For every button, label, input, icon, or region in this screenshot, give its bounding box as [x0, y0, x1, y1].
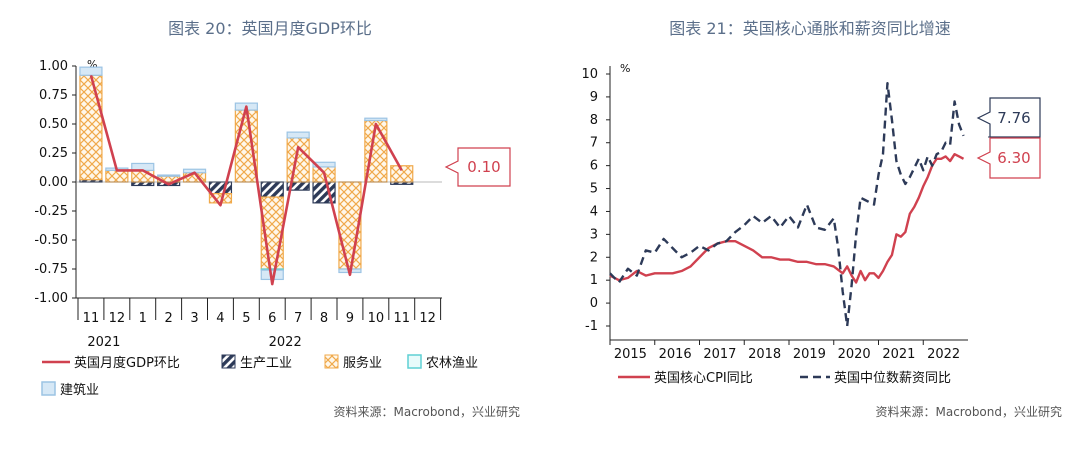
right-y-tick-label: 4: [590, 204, 598, 219]
right-y-tick-label: 0: [590, 296, 598, 311]
bar-services: [131, 169, 155, 183]
left-y-tick-label: -0.50: [34, 233, 68, 248]
bar-services: [234, 109, 258, 183]
right-x-tick-label: 2018: [748, 347, 781, 362]
left-year-label: 2022: [269, 335, 302, 350]
legend-construction-label: 建筑业: [60, 382, 99, 398]
left-chart-ticks: 1.00 0.75 0.50 0.25 0.00 -0.25 -0.50 -0.75 -1.00…: [34, 59, 442, 350]
right-y-tick-label: 8: [590, 113, 598, 128]
left-x-tick-label: 11: [83, 311, 100, 326]
left-y-tick-label: -0.75: [34, 262, 68, 277]
bar-production: [208, 181, 233, 195]
left-y-tick-label: 0.00: [39, 175, 68, 190]
legend-services-label: 服务业: [343, 355, 382, 371]
legend-production-label: 生产工业: [240, 356, 292, 371]
left-callout: 0.10: [444, 147, 511, 187]
right-chart-lines: [609, 81, 965, 328]
right-y-tick-label: 6: [590, 159, 598, 174]
left-x-tick-label: 6: [268, 311, 276, 326]
right-unit-label: %: [620, 62, 630, 75]
right-y-tick-label: 1: [590, 273, 598, 288]
left-chart-bars: [76, 66, 442, 281]
bar-services: [105, 169, 129, 183]
left-x-tick-label: 11: [393, 311, 410, 326]
left-y-tick-label: 1.00: [39, 59, 68, 74]
left-x-tick-label: 5: [242, 311, 250, 326]
right-y-tick-label: 3: [590, 227, 598, 242]
left-y-tick-label: -0.25: [34, 204, 68, 219]
gdp-line: [89, 74, 403, 286]
left-x-tick-label: 4: [216, 311, 224, 326]
right-y-tick-label: -1: [585, 319, 598, 334]
bar-construction: [286, 131, 310, 139]
left-x-tick-label: 3: [190, 311, 198, 326]
left-x-tick-label: 1: [139, 311, 147, 326]
legend-agriculture-label: 农林渔业: [426, 356, 478, 371]
bar-construction: [79, 66, 103, 76]
left-unit-label: %: [87, 58, 97, 71]
left-x-tick-label: 12: [109, 311, 126, 326]
right-y-tick-label: 7: [590, 136, 598, 151]
line-cpi: [609, 152, 965, 284]
bar-construction: [157, 174, 181, 177]
legend-cpi-label: 英国核心CPI同比: [654, 371, 753, 386]
right-callout-wage-value: 7.76: [997, 109, 1030, 127]
left-x-tick-label: 2: [165, 311, 173, 326]
chart-right-title: 图表 21：英国核心通胀和薪资同比增速: [669, 19, 950, 38]
right-x-tick-label: 2015: [614, 347, 647, 362]
bar-construction: [364, 117, 388, 122]
left-x-tick-label: 7: [294, 311, 302, 326]
left-chart-line: [89, 74, 403, 286]
legend-wage-label: 英国中位数薪资同比: [834, 371, 951, 386]
left-y-tick-label: -1.00: [34, 291, 68, 306]
left-x-tick-label: 9: [346, 311, 354, 326]
line-wage: [609, 81, 965, 328]
left-source: 资料来源：Macrobond，兴业研究: [334, 404, 521, 419]
left-callout-value: 0.10: [467, 158, 500, 176]
left-x-tick-label: 12: [419, 311, 436, 326]
right-callout-cpi-value: 6.30: [997, 149, 1030, 167]
right-y-tick-label: 9: [590, 90, 598, 105]
bar-services: [79, 74, 103, 181]
left-y-tick-label: 0.50: [39, 117, 68, 132]
legend-gdp-label: 英国月度GDP环比: [74, 355, 180, 371]
legend-services-swatch: [324, 354, 339, 369]
right-chart-axes: %: [609, 62, 968, 341]
right-x-tick-label: 2016: [659, 347, 692, 362]
right-y-tick-label: 2: [590, 250, 598, 265]
legend-construction-swatch: [41, 381, 56, 396]
right-y-tick-label: 5: [590, 182, 598, 197]
right-x-tick-label: 2020: [838, 347, 871, 362]
left-y-tick-label: 0.75: [39, 88, 68, 103]
right-source: 资料来源：Macrobond，兴业研究: [876, 404, 1063, 419]
left-y-tick-label: 0.25: [39, 146, 68, 161]
chart-left-title: 图表 20：英国月度GDP环比: [168, 19, 372, 38]
legend-production-swatch: [221, 354, 236, 369]
right-callout-wage: 7.76: [976, 97, 1041, 138]
right-callout-cpi: 6.30: [976, 137, 1041, 179]
left-x-tick-label: 10: [368, 311, 385, 326]
right-x-tick-label: 2021: [882, 347, 915, 362]
bar-construction: [312, 161, 336, 168]
right-legend: 英国核心CPI同比 英国中位数薪资同比: [618, 371, 951, 386]
legend-agriculture-swatch: [407, 354, 422, 369]
right-y-tick-label: 10: [581, 67, 598, 82]
right-x-tick-label: 2017: [703, 347, 736, 362]
bar-production: [260, 181, 284, 198]
left-legend: 英国月度GDP环比 生产工业 服务业 农林渔业 建筑业: [41, 354, 478, 398]
left-x-tick-label: 8: [320, 311, 328, 326]
right-x-tick-label: 2022: [927, 347, 960, 362]
left-year-label: 2021: [87, 335, 120, 350]
right-x-tick-label: 2019: [793, 347, 826, 362]
bar-services: [286, 137, 310, 183]
